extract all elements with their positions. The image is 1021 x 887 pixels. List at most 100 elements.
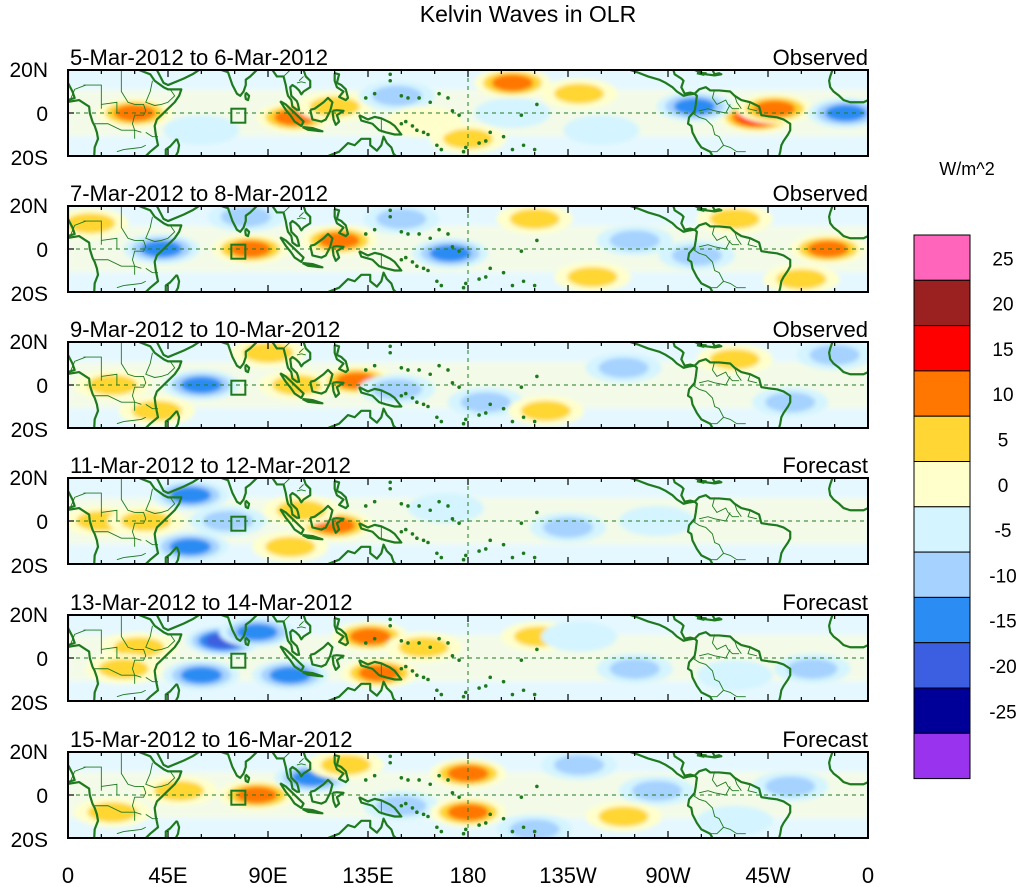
coastline	[301, 125, 324, 133]
country-border	[710, 416, 724, 425]
island-dot	[372, 91, 377, 96]
country-border	[120, 615, 135, 650]
island-dot	[363, 368, 368, 372]
island-dot	[457, 113, 461, 117]
coastline	[301, 261, 324, 269]
country-border	[747, 784, 757, 794]
island-dot	[483, 684, 488, 688]
anomaly-field	[68, 480, 695, 562]
pacific-islands	[363, 480, 539, 562]
lat-tick-label: 0	[36, 103, 48, 126]
coastline	[325, 543, 398, 564]
island-dot	[461, 694, 466, 699]
country-border	[734, 367, 742, 381]
country-border	[298, 212, 304, 218]
island-dot	[461, 557, 466, 562]
colorbar-swatches	[913, 234, 971, 780]
island-dot	[437, 636, 441, 641]
colorbar-units: W/m^2	[939, 159, 994, 179]
island-dot	[435, 415, 439, 420]
anomaly-contour	[509, 208, 560, 229]
island-dot	[388, 344, 393, 349]
country-border	[83, 84, 102, 109]
index-region-box	[230, 789, 247, 806]
coastline	[693, 222, 792, 292]
coastline	[358, 522, 403, 544]
coastline	[68, 780, 100, 838]
anomaly-contour	[631, 780, 682, 801]
colorbar-label: -15	[989, 612, 1016, 633]
island-dot	[363, 641, 368, 645]
country-border	[734, 231, 742, 245]
country-border	[692, 112, 746, 153]
lon-tick-label: 180	[450, 863, 487, 887]
colorbar-swatch	[913, 461, 971, 508]
anomaly-contour	[87, 375, 138, 395]
panel-status: Forecast	[782, 727, 868, 752]
country-border	[94, 668, 136, 684]
coastline	[629, 70, 695, 97]
country-border	[710, 144, 724, 153]
country-border	[145, 488, 176, 514]
island-dot	[521, 279, 526, 284]
coastline	[68, 643, 100, 701]
coastline	[358, 114, 403, 136]
island-dot	[399, 366, 404, 370]
island-dot	[428, 236, 433, 241]
country-border	[692, 248, 746, 289]
country-border	[296, 626, 306, 629]
anomaly-contour	[460, 392, 511, 413]
coastline	[301, 807, 324, 815]
island-dot	[521, 143, 526, 148]
island-dot	[363, 96, 368, 100]
map-panel: 13-Mar-2012 to 14-Mar-2012 Forecast 20N 0 20…	[9, 590, 869, 715]
anomaly-contour	[543, 517, 593, 538]
island-dot	[521, 415, 526, 420]
island-dot	[463, 281, 468, 286]
country-border	[145, 676, 158, 683]
lon-tick-label: 135W	[539, 863, 597, 887]
country-borders	[69, 478, 757, 561]
coastline	[325, 817, 398, 838]
island-dot	[437, 499, 441, 504]
island-dot	[450, 791, 455, 795]
anomaly-contour	[520, 400, 571, 421]
coastline	[220, 342, 258, 369]
island-dot	[483, 547, 488, 551]
coastline	[68, 98, 100, 156]
coastline	[174, 546, 181, 564]
island-dot	[450, 517, 455, 521]
island-dot	[488, 266, 493, 271]
island-dot	[463, 827, 468, 832]
anomaly-contour	[229, 240, 271, 258]
coastlines	[68, 342, 868, 428]
island-dot	[501, 542, 506, 547]
coastline	[686, 637, 714, 701]
country-border	[145, 625, 176, 651]
anomaly-contour	[429, 244, 471, 262]
island-dot	[439, 555, 444, 560]
coastline	[309, 778, 334, 805]
island-dot	[437, 363, 441, 368]
coastline	[333, 617, 350, 647]
country-border	[734, 777, 742, 791]
anomaly-contour	[765, 776, 816, 797]
island-dot	[426, 677, 430, 682]
x-axis-ticks: 0 45E 90E 135E 180 135W 90W 45W 0	[62, 863, 874, 887]
coastline	[650, 752, 695, 777]
anomaly-contour	[609, 230, 660, 251]
pacific-islands	[363, 617, 539, 699]
island-dot	[501, 816, 506, 821]
anomaly-contour	[236, 786, 278, 804]
country-border	[296, 353, 306, 356]
map-panel: 7-Mar-2012 to 8-Mar-2012 Observed 20N 0 20S	[9, 181, 869, 306]
country-border	[94, 531, 136, 547]
country-border	[145, 762, 176, 788]
coastline	[686, 500, 714, 564]
country-border	[747, 510, 757, 520]
island-dot	[510, 692, 515, 697]
country-border	[296, 763, 306, 766]
island-dot	[439, 419, 444, 424]
country-border	[692, 520, 746, 561]
coastline	[174, 683, 181, 701]
